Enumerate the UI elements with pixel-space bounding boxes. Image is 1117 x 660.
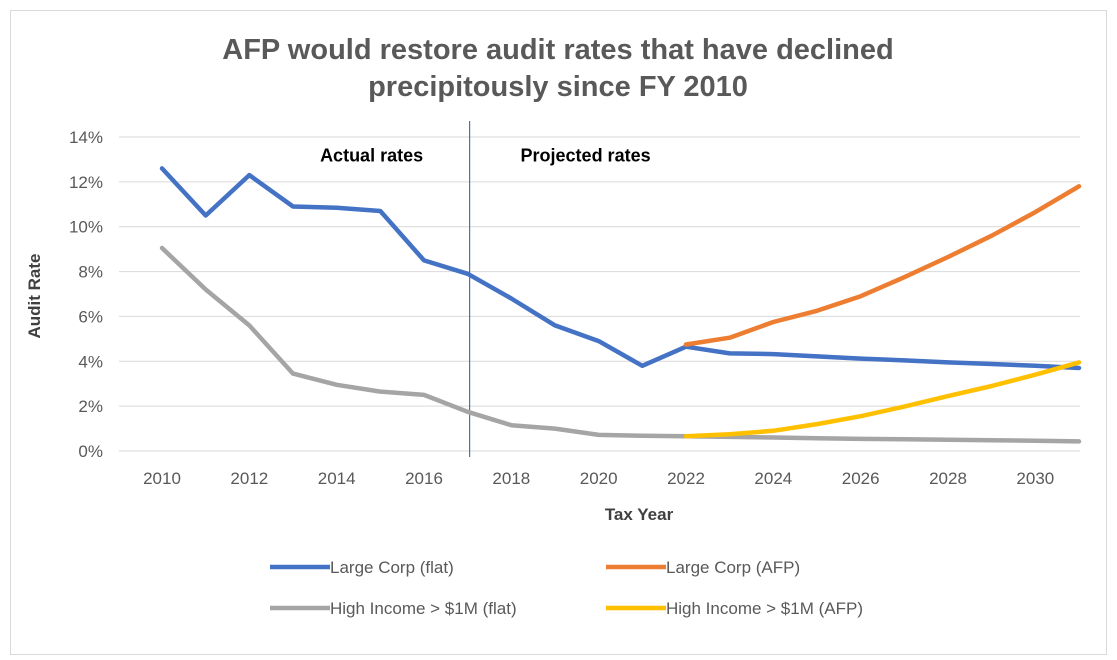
series-line — [159, 166, 1082, 371]
y-axis-title: Audit Rate — [25, 254, 44, 339]
series-line — [159, 245, 1082, 444]
x-tick-label: 2024 — [754, 469, 792, 488]
x-tick-label: 2020 — [580, 469, 618, 488]
annotations: Actual rates Projected rates — [320, 146, 651, 166]
x-tick-label: 2018 — [492, 469, 530, 488]
chart-title-line-1: AFP would restore audit rates that have … — [222, 34, 893, 66]
y-tick-label: 12% — [69, 173, 103, 192]
y-tick-label: 10% — [69, 218, 103, 237]
series-lines — [159, 166, 1082, 444]
y-tick-label: 0% — [78, 442, 103, 461]
y-tick-label: 6% — [78, 307, 103, 326]
x-tick-label: 2012 — [230, 469, 268, 488]
chart-title-line-2: precipitously since FY 2010 — [368, 71, 748, 103]
y-tick-label: 14% — [69, 128, 103, 147]
series-line — [683, 184, 1082, 347]
x-tick-label: 2026 — [842, 469, 880, 488]
x-axis-ticks: 2010 2012 2014 2016 2018 2020 2022 2024 2026 2028… — [143, 469, 1054, 488]
y-tick-label: 4% — [78, 352, 103, 371]
chart-title: AFP would restore audit rates that have … — [222, 34, 893, 103]
x-tick-label: 2022 — [667, 469, 705, 488]
annotation-label: Actual rates — [320, 146, 423, 166]
legend-label: Large Corp (flat) — [330, 558, 454, 577]
gridlines — [119, 136, 1080, 452]
y-tick-label: 2% — [78, 397, 103, 416]
legend-label: High Income > $1M (AFP) — [666, 599, 863, 618]
x-axis-title: Tax Year — [605, 505, 674, 524]
y-tick-label: 8% — [78, 263, 103, 282]
x-tick-label: 2010 — [143, 469, 181, 488]
x-tick-label: 2028 — [929, 469, 967, 488]
legend: Large Corp (flat) Large Corp (AFP) High In… — [270, 558, 863, 618]
chart-frame — [10, 10, 1107, 655]
x-tick-label: 2030 — [1016, 469, 1054, 488]
y-axis-ticks: 0% 2% 4% 6% 8% 10% 12% 14% — [69, 128, 103, 461]
x-tick-label: 2016 — [405, 469, 443, 488]
legend-label: High Income > $1M (flat) — [330, 599, 517, 618]
annotation-label: Projected rates — [521, 146, 651, 166]
series-line — [683, 360, 1082, 439]
x-tick-label: 2014 — [318, 469, 356, 488]
legend-label: Large Corp (AFP) — [666, 558, 800, 577]
